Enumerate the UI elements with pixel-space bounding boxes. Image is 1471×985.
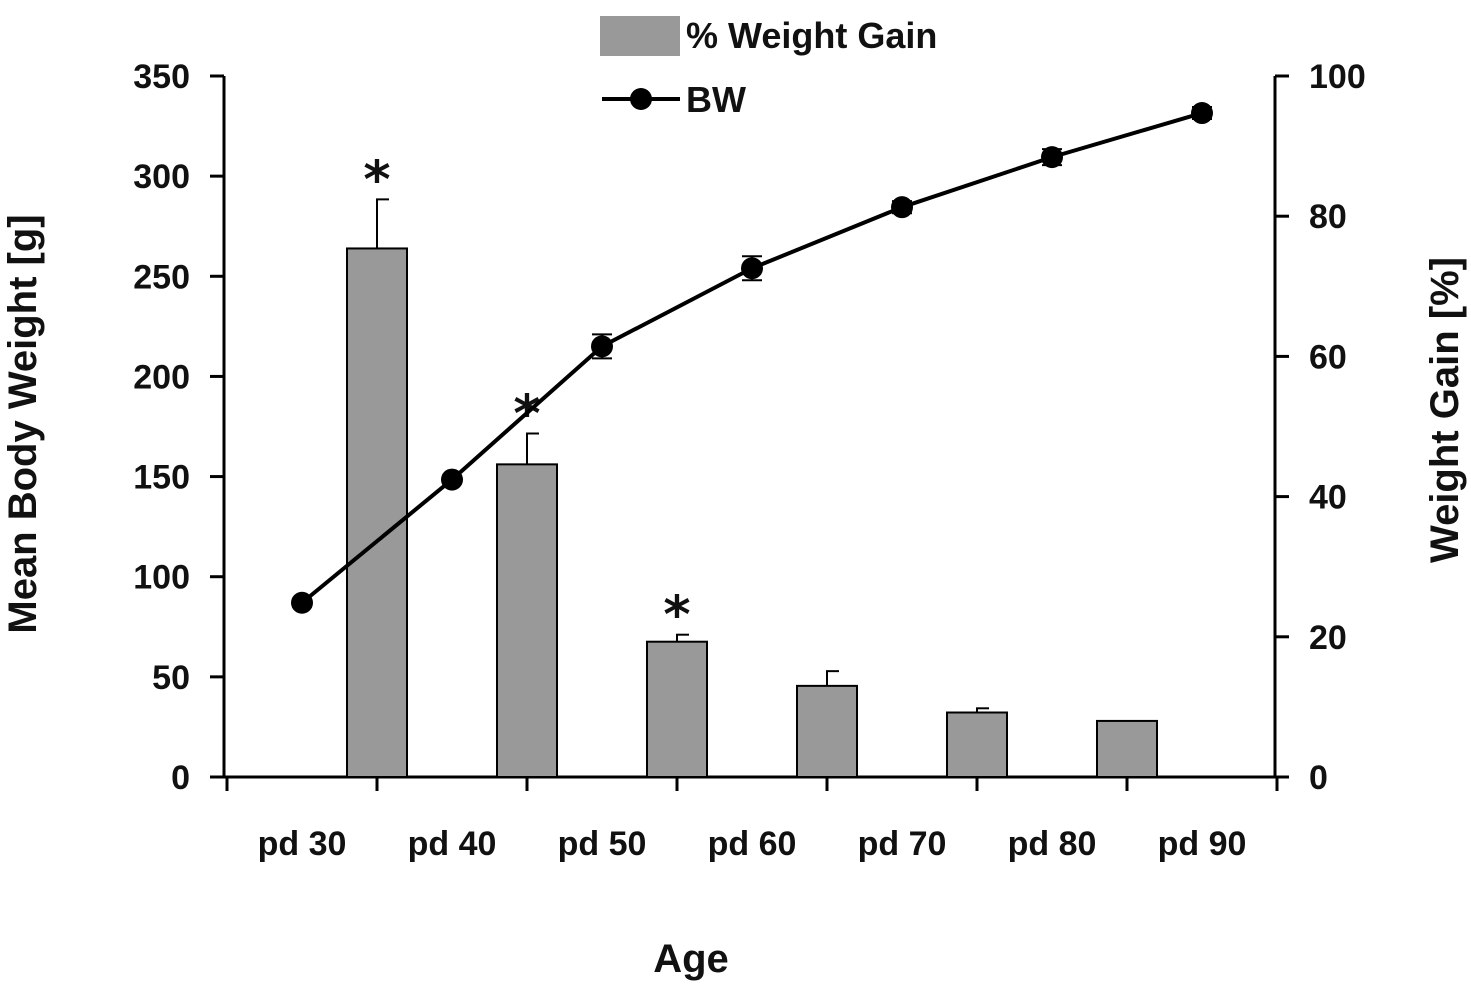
left-tick-label: 200 xyxy=(133,358,190,396)
bar xyxy=(346,247,408,779)
data-point xyxy=(1191,102,1213,125)
x-tick-label: pd 60 xyxy=(708,825,797,863)
data-point xyxy=(1041,146,1063,169)
significance-marker: * xyxy=(663,586,690,646)
left-tick-label: 350 xyxy=(133,58,190,96)
right-tick-label: 0 xyxy=(1309,759,1328,797)
bar xyxy=(796,684,858,778)
left-tick-label: 250 xyxy=(133,258,190,296)
right-tick-label: 40 xyxy=(1309,479,1347,517)
x-tick-label: pd 40 xyxy=(408,825,497,863)
x-axis-ticks: pd 30 pd 40 pd 50 pd 60 pd 70 pd 80 pd 90 xyxy=(225,777,1279,863)
left-axis-title: Mean Body Weight [g] xyxy=(1,214,45,633)
left-tick-label: 100 xyxy=(133,559,190,597)
bar xyxy=(646,640,708,778)
bar xyxy=(946,711,1008,778)
right-tick-label: 80 xyxy=(1309,198,1347,236)
right-tick-label: 20 xyxy=(1309,619,1347,657)
left-tick-label: 0 xyxy=(171,759,190,797)
left-tick-label: 50 xyxy=(152,659,190,697)
right-tick-label: 100 xyxy=(1309,58,1366,96)
left-axis-ticks: 0 50 100 150 200 250 300 350 xyxy=(133,58,224,797)
bar xyxy=(1096,719,1158,778)
line-series xyxy=(291,102,1213,614)
x-axis-title: Age xyxy=(653,937,729,981)
data-point xyxy=(741,257,763,280)
significance-marker: * xyxy=(363,150,390,210)
legend-line-label: BW xyxy=(686,79,746,120)
x-tick-label: pd 30 xyxy=(258,825,347,863)
right-axis-ticks: 0 20 40 60 80 100 xyxy=(1275,58,1366,797)
legend-line-marker xyxy=(630,88,652,110)
x-tick-label: pd 90 xyxy=(1158,825,1247,863)
data-point xyxy=(291,591,313,614)
legend: % Weight Gain BW xyxy=(600,15,937,120)
data-point xyxy=(441,468,463,491)
data-point xyxy=(591,335,613,358)
legend-bar-label: % Weight Gain xyxy=(686,15,937,56)
right-axis-title: Weight Gain [%] xyxy=(1423,257,1467,563)
bar-series: *** xyxy=(346,150,1158,779)
right-tick-label: 60 xyxy=(1309,338,1347,376)
legend-bar-swatch xyxy=(600,16,680,56)
bw-line xyxy=(300,111,1203,605)
bar xyxy=(496,463,558,778)
x-tick-label: pd 50 xyxy=(558,825,647,863)
left-tick-label: 300 xyxy=(133,158,190,196)
x-tick-label: pd 80 xyxy=(1008,825,1097,863)
left-tick-label: 150 xyxy=(133,459,190,497)
data-point xyxy=(891,196,913,219)
x-tick-label: pd 70 xyxy=(858,825,947,863)
